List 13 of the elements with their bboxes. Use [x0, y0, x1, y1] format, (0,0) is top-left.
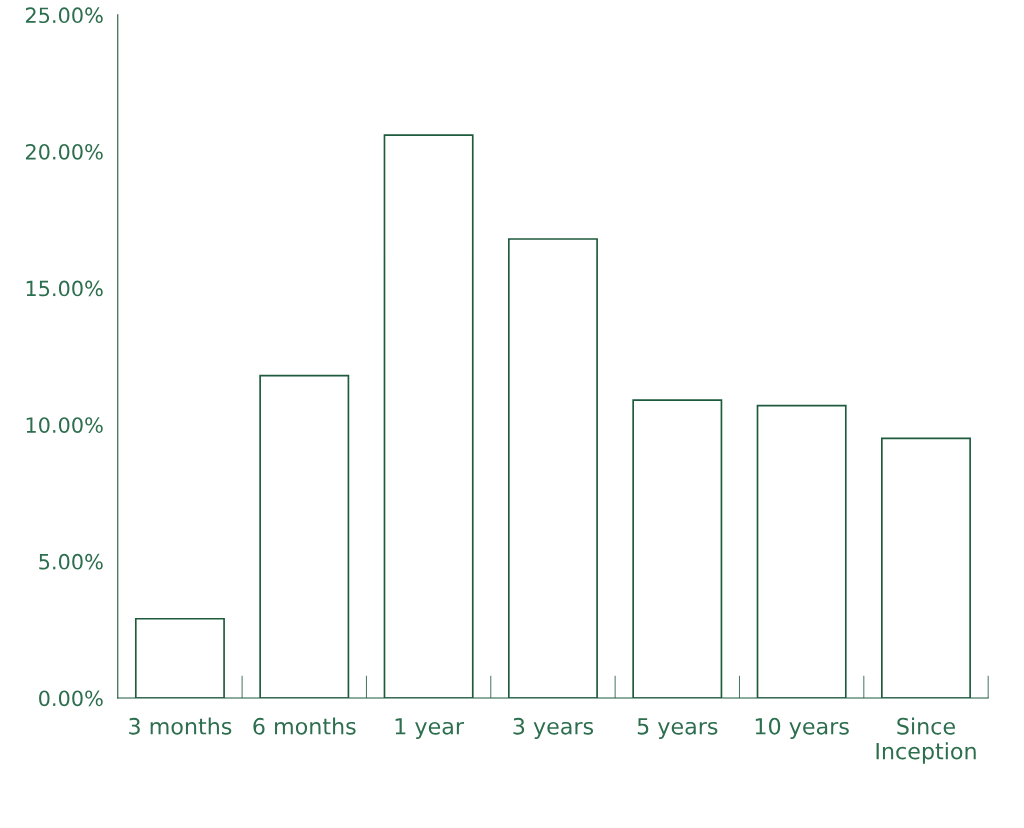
x-tick-label: 3 months	[129, 717, 232, 735]
x-tick-label: 1 year	[395, 718, 464, 739]
x-tick-label: 10 years	[755, 717, 849, 739]
x-tick-label: 3 years	[513, 717, 594, 739]
x-tick-label: 5 years	[637, 718, 718, 739]
y-tick-label: 5.00%	[39, 553, 103, 570]
y-tick-label: 10.00%	[26, 417, 103, 433]
x-tick-label: 6 months	[253, 717, 356, 735]
y-tick-label: 25.00%	[25, 7, 103, 24]
y-tick-label: 15.00%	[26, 280, 103, 297]
x-tick-label: Since Inception	[876, 717, 976, 764]
y-tick-label: 0.00%	[39, 690, 103, 707]
y-tick-label: 20.00%	[25, 143, 103, 160]
